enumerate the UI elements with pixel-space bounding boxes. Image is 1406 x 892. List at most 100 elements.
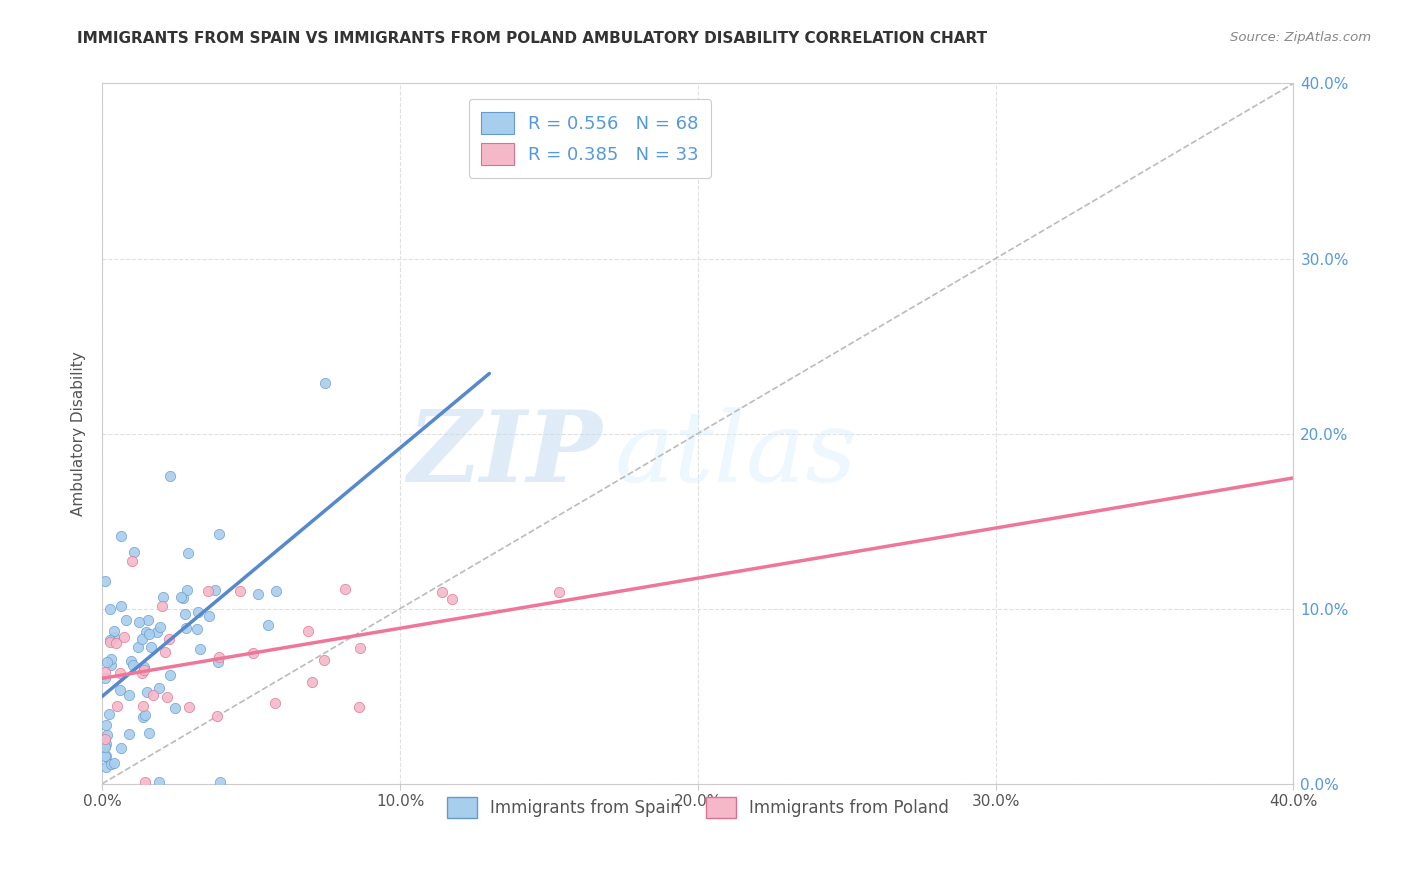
Point	[103, 624, 125, 638]
Point	[96, 728, 118, 742]
Point	[208, 527, 231, 541]
Point	[208, 650, 231, 665]
Point	[349, 640, 371, 655]
Point	[145, 625, 167, 640]
Point	[134, 708, 156, 723]
Point	[132, 663, 155, 677]
Point	[100, 652, 122, 666]
Point	[156, 690, 179, 705]
Point	[440, 592, 463, 607]
Point	[127, 640, 149, 654]
Point	[256, 617, 278, 632]
Point	[98, 601, 121, 615]
Point	[110, 740, 132, 755]
Point	[155, 644, 177, 658]
Point	[159, 469, 181, 483]
Point	[333, 582, 356, 597]
Point	[110, 599, 132, 613]
Point	[103, 630, 125, 644]
Point	[314, 376, 336, 391]
Point	[207, 655, 229, 669]
Point	[110, 528, 132, 542]
Text: Source: ZipAtlas.com: Source: ZipAtlas.com	[1230, 31, 1371, 45]
Point	[94, 717, 117, 731]
Point	[100, 658, 122, 673]
Point	[148, 775, 170, 789]
Point	[134, 659, 156, 673]
Point	[128, 615, 150, 629]
Point	[139, 640, 162, 654]
Point	[94, 732, 117, 747]
Point	[152, 590, 174, 604]
Point	[94, 739, 117, 753]
Y-axis label: Ambulatory Disability: Ambulatory Disability	[72, 351, 86, 516]
Point	[186, 622, 208, 636]
Point	[242, 646, 264, 660]
Point	[103, 756, 125, 770]
Point	[98, 635, 121, 649]
Point	[121, 554, 143, 568]
Point	[247, 586, 270, 600]
Point	[136, 613, 159, 627]
Point	[297, 624, 319, 638]
Point	[149, 620, 172, 634]
Point	[172, 591, 194, 605]
Point	[94, 760, 117, 774]
Point	[347, 700, 370, 714]
Point	[264, 696, 287, 710]
Point	[176, 583, 198, 598]
Point	[159, 668, 181, 682]
Point	[188, 641, 211, 656]
Point	[134, 775, 156, 789]
Point	[94, 671, 117, 685]
Point	[169, 590, 191, 604]
Point	[112, 631, 135, 645]
Point	[131, 699, 153, 714]
Point	[205, 709, 228, 723]
Point	[94, 574, 117, 589]
Point	[187, 605, 209, 619]
Point	[118, 688, 141, 702]
Point	[105, 699, 128, 714]
Point	[430, 585, 453, 599]
Point	[94, 665, 117, 679]
Point	[94, 737, 117, 751]
Point	[98, 706, 121, 721]
Point	[150, 599, 173, 614]
Text: ZIP: ZIP	[408, 407, 603, 503]
Point	[314, 653, 336, 667]
Point	[110, 665, 132, 680]
Point	[174, 607, 197, 621]
Point	[131, 666, 153, 681]
Point	[548, 585, 571, 599]
Point	[131, 632, 153, 646]
Point	[136, 685, 159, 699]
Point	[122, 545, 145, 559]
Point	[108, 683, 131, 698]
Text: IMMIGRANTS FROM SPAIN VS IMMIGRANTS FROM POLAND AMBULATORY DISABILITY CORRELATIO: IMMIGRANTS FROM SPAIN VS IMMIGRANTS FROM…	[77, 31, 987, 46]
Point	[138, 726, 160, 740]
Point	[148, 681, 170, 696]
Point	[105, 636, 128, 650]
Point	[100, 757, 122, 772]
Point	[94, 749, 117, 764]
Point	[120, 654, 142, 668]
Point	[94, 739, 117, 754]
Point	[208, 775, 231, 789]
Point	[204, 583, 226, 598]
Point	[98, 632, 121, 647]
Point	[94, 748, 117, 763]
Point	[132, 710, 155, 724]
Point	[122, 657, 145, 672]
Point	[197, 583, 219, 598]
Point	[96, 655, 118, 669]
Point	[177, 546, 200, 560]
Point	[264, 584, 287, 599]
Point	[135, 625, 157, 640]
Point	[118, 727, 141, 741]
Point	[142, 688, 165, 702]
Point	[115, 613, 138, 627]
Point	[229, 584, 252, 599]
Point	[198, 609, 221, 624]
Legend: Immigrants from Spain, Immigrants from Poland: Immigrants from Spain, Immigrants from P…	[440, 790, 956, 824]
